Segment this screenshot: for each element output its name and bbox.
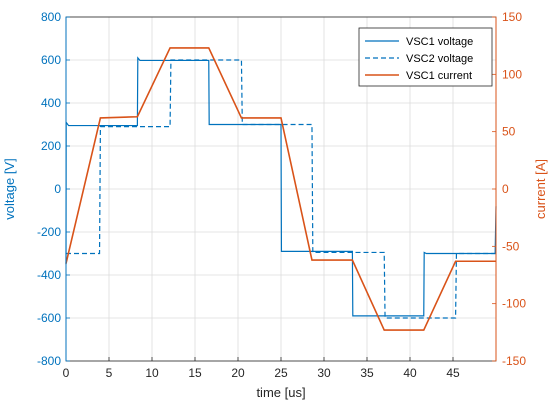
y-left-tick-label: 400	[41, 96, 61, 110]
x-tick-label: 10	[145, 366, 159, 380]
legend-box	[358, 27, 493, 87]
y-left-tick-label: 800	[41, 10, 61, 24]
x-tick-label: 0	[63, 366, 70, 380]
x-axis-label: time [us]	[256, 385, 305, 400]
y-left-tick-label: 600	[41, 53, 61, 67]
legend-label-vsc1-voltage: VSC1 voltage	[406, 36, 473, 48]
legend-label-vsc1-current: VSC1 current	[406, 70, 472, 82]
y-left-tick-label: 0	[54, 182, 61, 196]
x-axis: 0 5 10 15 20 25 30 35 40 45	[63, 357, 460, 380]
x-tick-label: 45	[446, 366, 460, 380]
x-tick-label: 20	[231, 366, 245, 380]
y-right-tick-label: -150	[502, 354, 526, 368]
y-left-tick-label: -400	[37, 268, 61, 282]
legend-label-vsc2-voltage: VSC2 voltage	[406, 53, 473, 65]
y-right-tick-label: 150	[502, 10, 522, 24]
y-right-tick-label: 100	[502, 67, 522, 81]
y-right-tick-label: 0	[502, 182, 509, 196]
y-left-tick-label: -600	[37, 311, 61, 325]
series-layer	[65, 47, 497, 331]
x-tick-label: 40	[403, 366, 417, 380]
y-right-tick-label: -50	[502, 239, 520, 253]
series-vsc1-current	[65, 47, 496, 331]
y-left-tick-label: -800	[37, 354, 61, 368]
y-left-tick-label: -200	[37, 225, 61, 239]
y-axis-left: -800 -600 -400 -200 0 200 400 600 800	[37, 10, 70, 368]
x-tick-label: 30	[317, 366, 331, 380]
y-axis-right: -150 -100 -50 0 50 100 150	[492, 10, 526, 368]
y-right-tick-label: 50	[502, 125, 516, 139]
x-tick-label: 5	[106, 366, 113, 380]
y-left-tick-label: 200	[41, 139, 61, 153]
x-tick-label: 15	[188, 366, 202, 380]
x-tick-label: 35	[360, 366, 374, 380]
y-right-tick-label: -100	[502, 297, 526, 311]
y-axis-left-label: voltage [V]	[2, 158, 17, 219]
y-axis-right-label: current [A]	[533, 159, 548, 219]
series-vsc1-voltage	[65, 56, 497, 317]
legend: VSC1 voltage VSC2 voltage VSC1 current	[358, 27, 493, 87]
x-tick-label: 25	[274, 366, 288, 380]
